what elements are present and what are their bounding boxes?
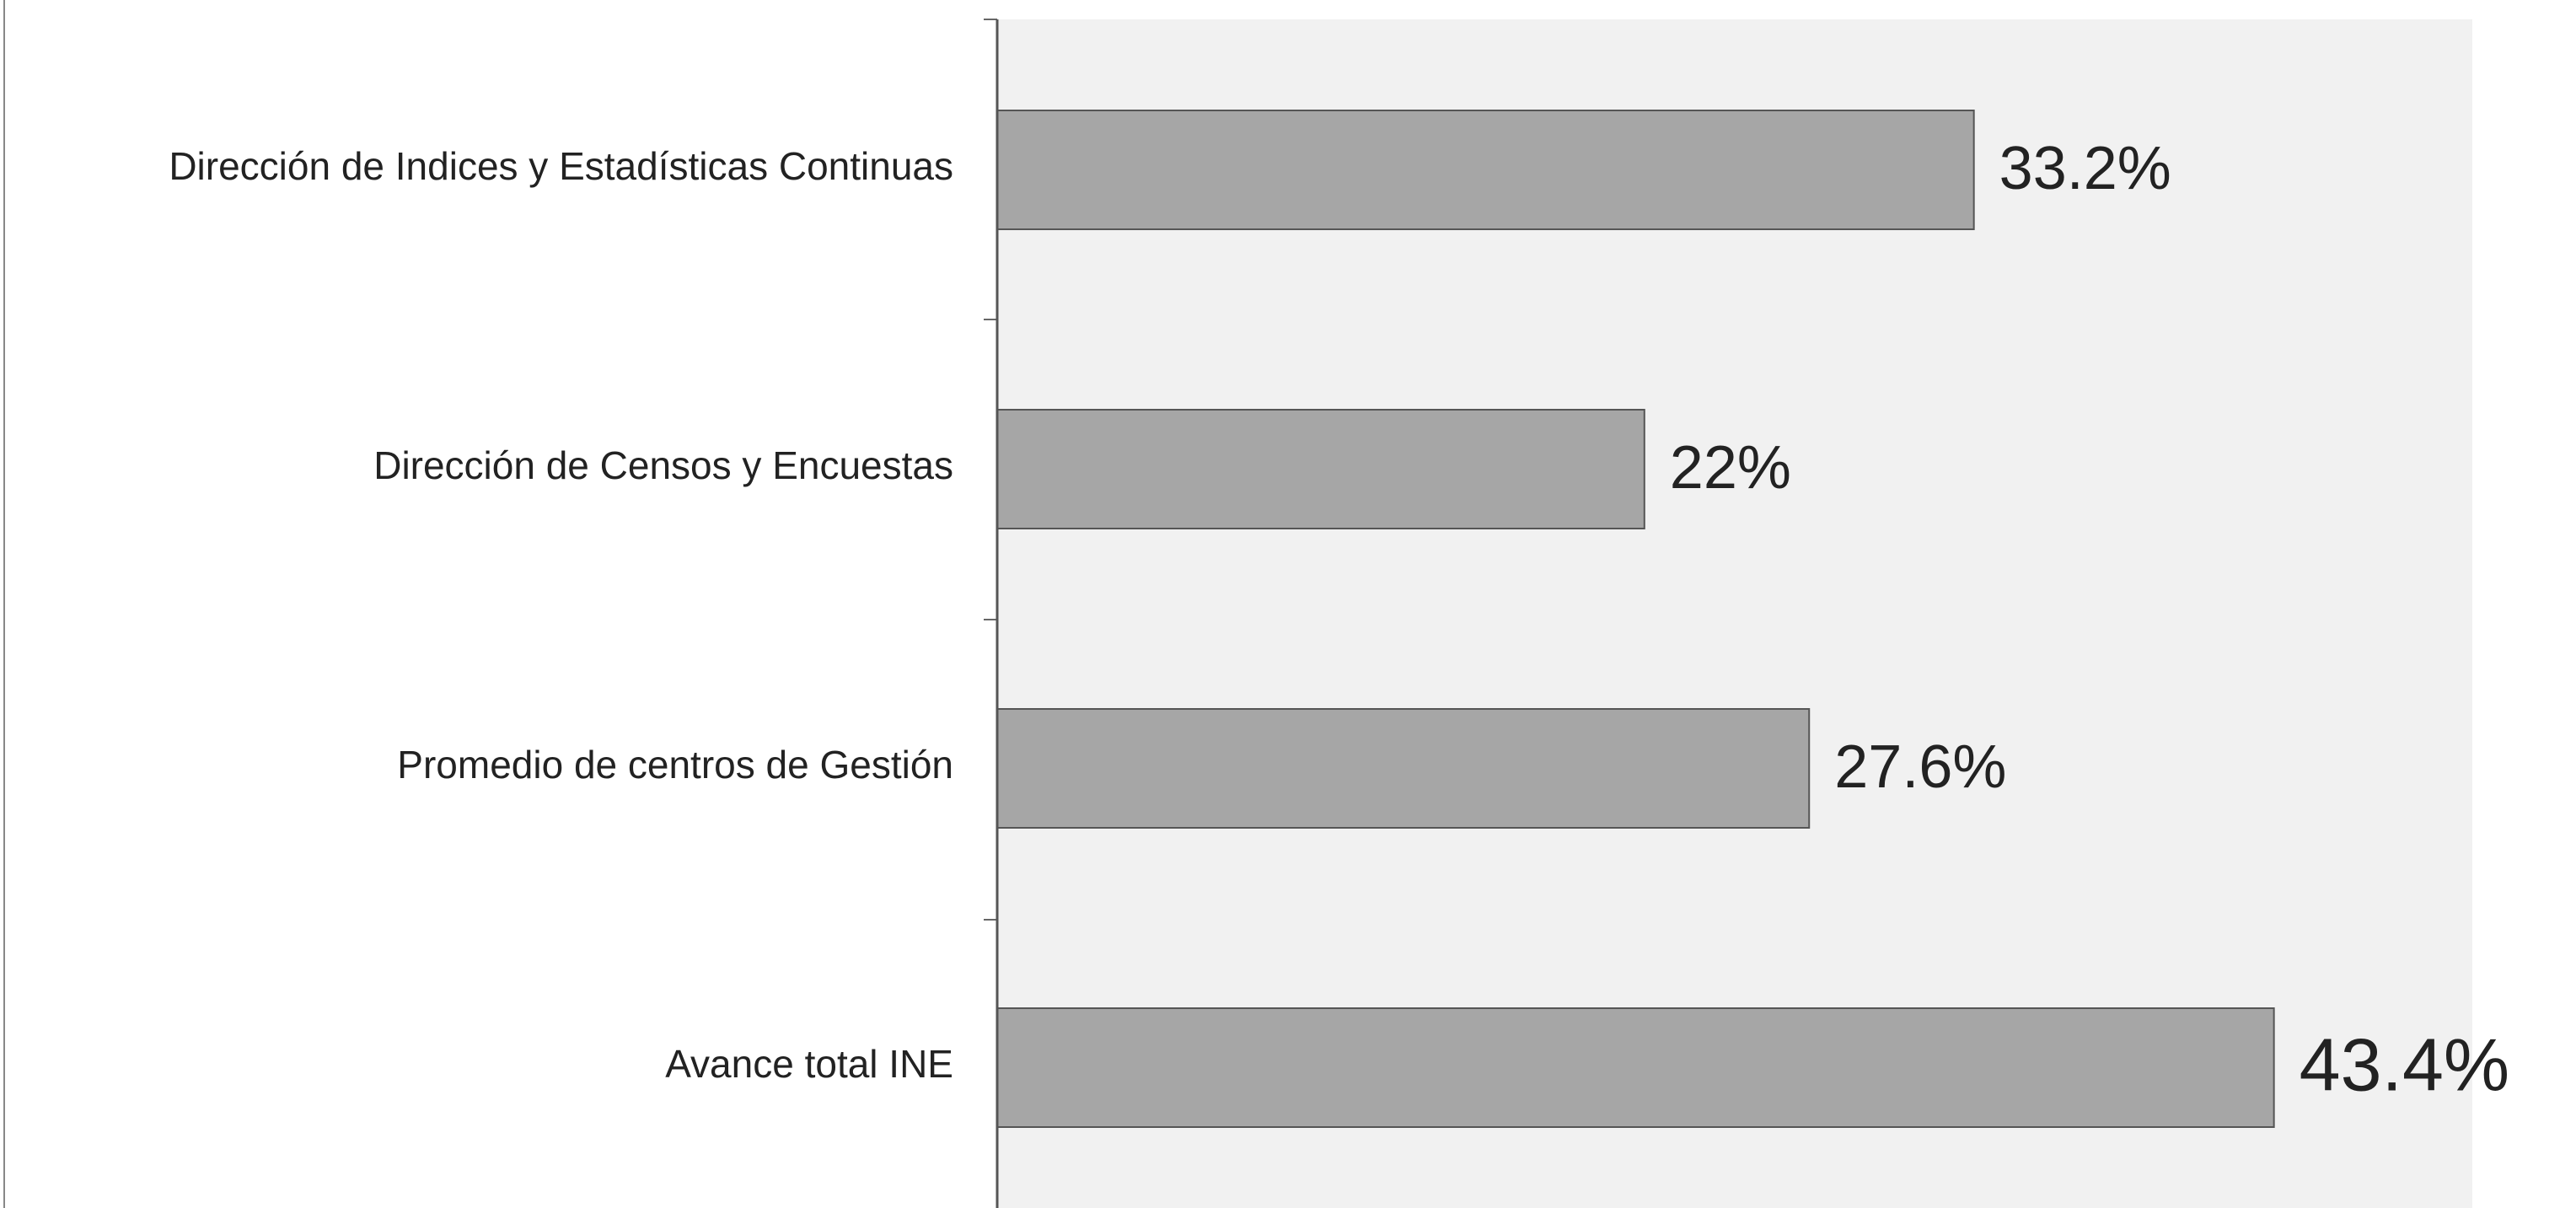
category-label: Dirección de Indices y Estadísticas Cont… — [169, 144, 953, 188]
category-label: Promedio de centros de Gestión — [397, 743, 953, 787]
bar — [996, 1007, 2275, 1128]
value-label: 33.2% — [1999, 135, 2171, 202]
bar — [996, 409, 1645, 529]
value-label: 22% — [1670, 434, 1791, 502]
category-label: Avance total INE — [665, 1042, 953, 1086]
value-label: 27.6% — [1834, 733, 2006, 801]
category-label: Dirección de Censos y Encuestas — [373, 443, 953, 487]
bar — [996, 110, 1975, 230]
value-label: 43.4% — [2300, 1023, 2510, 1106]
bar — [996, 708, 1811, 829]
